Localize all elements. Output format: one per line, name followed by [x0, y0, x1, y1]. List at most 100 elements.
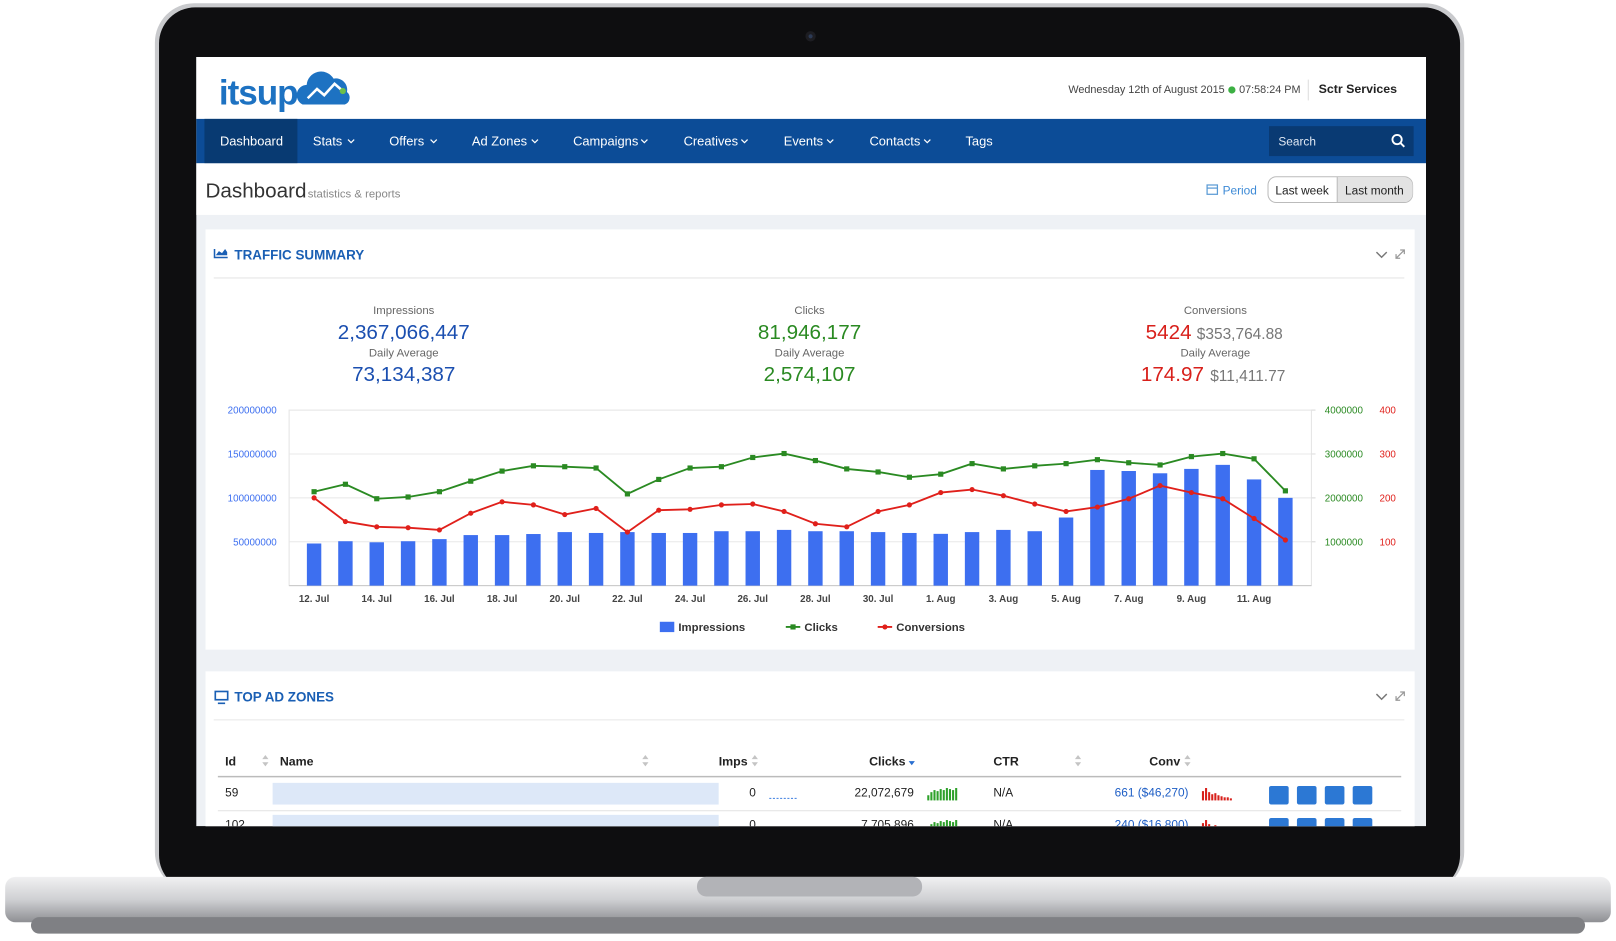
nav-item[interactable]: Offers — [389, 134, 424, 149]
cell-ctr: N/A — [993, 785, 1013, 799]
stat-clicks: Clicks 81,946,177 Daily Average 2,574,10… — [758, 305, 861, 386]
range-button[interactable]: Last week — [1275, 183, 1328, 197]
x-tick-label: 12. Jul — [299, 594, 330, 605]
nav-item[interactable]: Events — [784, 134, 823, 149]
point — [1282, 537, 1288, 543]
nav-item[interactable]: Ad Zones — [472, 134, 527, 149]
point — [1251, 515, 1257, 522]
col-header[interactable]: Clicks — [869, 754, 906, 768]
nav-item[interactable]: Campaigns — [573, 134, 638, 149]
bar — [369, 542, 384, 586]
legend-marker — [790, 624, 796, 630]
stat-average: 73,134,387 — [352, 363, 455, 386]
point — [624, 529, 630, 535]
point — [593, 505, 599, 511]
col-header[interactable]: Conv — [1149, 754, 1180, 768]
point — [1126, 496, 1132, 502]
cell-conv[interactable]: 240 ($16,800) — [1115, 817, 1189, 831]
action-button[interactable] — [1352, 785, 1373, 805]
stat-label: Conversions — [1184, 305, 1247, 317]
point — [687, 506, 693, 512]
y3-tick-label: 100 — [1380, 537, 1397, 548]
nav-chevron — [430, 139, 438, 144]
line — [313, 484, 1286, 541]
collapse-icon[interactable] — [1375, 693, 1388, 701]
nav-item[interactable]: Creatives — [684, 134, 738, 149]
cell-conv[interactable]: 661 ($46,270) — [1115, 785, 1189, 799]
col-header[interactable]: Imps — [719, 754, 748, 768]
action-button[interactable] — [1269, 785, 1289, 805]
point — [1188, 490, 1194, 496]
stat-impressions: Impressions 2,367,066,447 Daily Average … — [338, 305, 470, 386]
header-date: Wednesday 12th of August 2015 — [1068, 84, 1224, 96]
conv-sparkbar — [1220, 796, 1223, 801]
account-name[interactable]: Sctr Services — [1319, 82, 1398, 96]
nav-item[interactable]: Stats — [313, 134, 342, 149]
action-button[interactable] — [1324, 785, 1345, 805]
point — [342, 481, 348, 487]
point — [1063, 508, 1069, 515]
bar — [1152, 473, 1168, 586]
col-header[interactable]: CTR — [993, 754, 1018, 768]
y-tick-label: 150000000 — [228, 450, 278, 461]
clicks-sparkbar — [936, 791, 939, 801]
cell-imps: 0 — [749, 785, 756, 799]
legend-label[interactable]: Clicks — [804, 622, 837, 634]
col-header[interactable]: Name — [280, 754, 314, 768]
collapse-icon[interactable] — [1375, 251, 1388, 259]
point — [875, 508, 881, 515]
point — [781, 450, 787, 457]
conv-sparkbar — [1217, 795, 1220, 801]
point — [311, 489, 317, 495]
action-button[interactable] — [1296, 785, 1317, 805]
nav-chevron — [640, 139, 648, 144]
bar — [1027, 531, 1042, 586]
range-button[interactable]: Last month — [1345, 183, 1404, 197]
point — [593, 465, 599, 471]
bar — [870, 532, 886, 586]
status-dot — [1228, 86, 1236, 94]
logo[interactable]: itsup — [219, 73, 299, 112]
legend-label[interactable]: Impressions — [678, 622, 745, 634]
period-label[interactable]: Period — [1223, 183, 1257, 197]
nav-item[interactable]: Contacts — [869, 134, 920, 149]
point — [1188, 454, 1194, 460]
sort-icons — [262, 754, 1191, 767]
camera-lens — [808, 34, 813, 39]
point — [405, 494, 411, 500]
conv-sparkbar — [1208, 792, 1211, 801]
stat-label: Impressions — [373, 305, 434, 317]
legend-swatch — [659, 621, 675, 633]
expand-icon[interactable] — [1395, 249, 1405, 259]
point — [405, 525, 411, 531]
bar — [745, 531, 760, 586]
table-row: 102 0 7,705,896 N/A 240 ($16,800) — [225, 814, 1373, 837]
point — [969, 461, 975, 467]
nav-chevron — [826, 139, 834, 144]
bar — [839, 531, 854, 586]
point — [938, 490, 944, 496]
action-button[interactable] — [1296, 817, 1317, 837]
legend-label[interactable]: Conversions — [896, 622, 965, 634]
bar — [996, 529, 1011, 586]
point — [1282, 488, 1288, 494]
search-box[interactable] — [1269, 126, 1414, 157]
range-active — [1337, 177, 1413, 203]
clicks-sparkbar — [952, 822, 955, 827]
action-button[interactable] — [1269, 817, 1289, 837]
search-icon[interactable] — [1391, 133, 1405, 148]
bar — [400, 541, 416, 586]
action-button[interactable] — [1324, 817, 1345, 837]
col-header[interactable]: Id — [225, 754, 236, 768]
expand-icon[interactable] — [1395, 691, 1405, 701]
conv-sparkbar — [1208, 824, 1211, 827]
nav-item[interactable]: Tags — [965, 134, 992, 149]
bar — [651, 532, 666, 586]
conv-sparkbar — [1214, 793, 1217, 801]
conv-sparkbar — [1214, 825, 1217, 827]
stat-total: 2,367,066,447 — [338, 321, 470, 344]
clicks-sparkbar — [955, 788, 958, 801]
point — [1032, 463, 1038, 469]
nav-item[interactable]: Dashboard — [220, 134, 283, 149]
action-button[interactable] — [1352, 817, 1373, 837]
